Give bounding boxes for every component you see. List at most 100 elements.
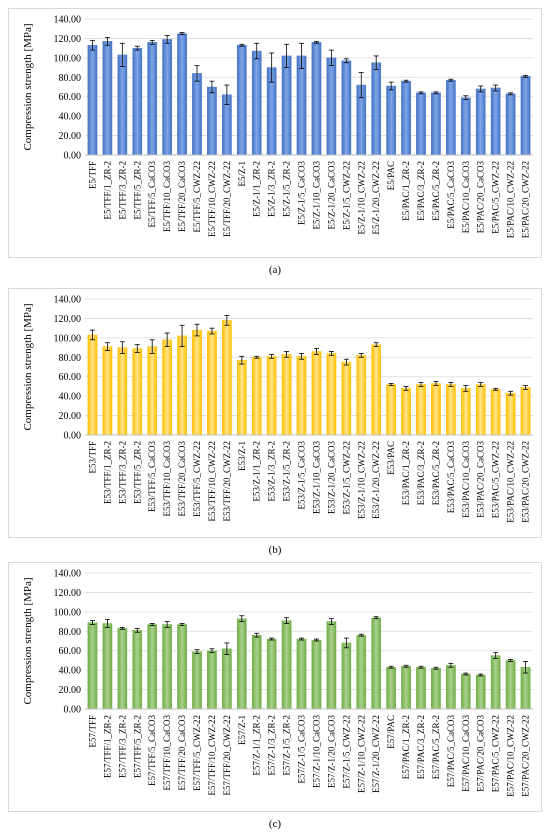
bar-a-0: [87, 45, 98, 156]
y-tick-label: 60.00: [59, 92, 82, 103]
error-bar-b-9: [224, 315, 230, 326]
x-tick-label: E5/Z-1/5_CaCO3: [297, 161, 307, 225]
error-bar-b-4: [149, 339, 155, 354]
x-tick-label: E5/TFF/20_CWZ-22: [222, 161, 232, 237]
error-bar-b-12: [269, 353, 275, 359]
x-tick-label: E53/TFF/5_CWZ-22: [192, 441, 202, 517]
error-bar-a-6: [179, 32, 185, 35]
x-tick-label: E5/Z-1/20_CaCO3: [326, 161, 336, 230]
bar-c-28: [505, 660, 516, 710]
y-tick-label: 40.00: [59, 112, 82, 123]
x-tick-label: E57/Z-1/1_ZR-2: [252, 715, 262, 776]
x-tick-label: E57/TFF/20_CWZ-22: [222, 715, 232, 796]
x-tick-label: E57/TFF/1_ZR-2: [102, 715, 112, 778]
bar-c-3: [132, 630, 143, 710]
x-tick-label: E5/Z-1/10_CWZ-22: [356, 161, 366, 235]
x-tick-label: E5/PAC/3_ZR-2: [416, 161, 426, 221]
error-bar-c-6: [179, 623, 185, 626]
y-tick-label: 60.00: [59, 372, 82, 383]
error-bar-c-5: [164, 621, 170, 628]
x-tick-label: E53/TFF/10_CaCO3: [162, 441, 172, 517]
y-tick-label: 40.00: [59, 392, 82, 403]
error-bar-c-27: [493, 652, 499, 659]
bar-a-7: [192, 73, 202, 156]
x-tick-label: E53/Z-1/20_CWZ-22: [371, 441, 381, 519]
y-tick-label: 80.00: [59, 627, 82, 638]
x-tick-label: E53/TFF/5_ZR-2: [132, 441, 142, 504]
error-bar-c-0: [89, 620, 95, 625]
x-tick-label: E5/PAC/20_CaCO3: [476, 161, 486, 234]
caption-c: (c): [268, 818, 282, 830]
y-tick-label: 80.00: [59, 73, 82, 84]
bar-c-15: [311, 639, 322, 710]
error-bar-b-19: [373, 342, 379, 347]
error-bar-b-8: [209, 327, 215, 335]
error-bar-c-23: [433, 666, 439, 670]
x-tick-label: E5/TFF/10_CaCO3: [162, 161, 172, 233]
bar-a-2: [117, 54, 128, 156]
x-tick-label: E53/TFF/3_ZR-2: [117, 441, 127, 504]
bar-c-13: [281, 620, 292, 710]
bar-a-13: [281, 55, 292, 156]
x-tick-label: E5/PAC/20_CWZ-22: [521, 161, 531, 238]
error-bar-c-11: [254, 632, 260, 638]
error-bar-a-24: [448, 78, 454, 82]
error-bar-b-16: [328, 351, 334, 356]
x-tick-label: E53/PAC: [386, 441, 396, 475]
x-tick-label: E5/PAC/5_ZR-2: [431, 161, 441, 221]
bar-c-29: [520, 667, 531, 710]
bar-a-16: [326, 57, 337, 156]
bar-b-23: [431, 383, 441, 436]
error-bar-b-29: [523, 385, 529, 390]
error-bar-a-11: [254, 42, 260, 60]
bar-a-5: [162, 39, 172, 156]
x-tick-label: E5/Z-1/1_ZR-2: [252, 161, 262, 217]
bar-c-14: [296, 638, 307, 710]
error-bar-b-1: [104, 342, 110, 351]
bar-a-23: [431, 92, 441, 156]
bar-b-1: [102, 346, 113, 436]
error-bar-a-0: [89, 39, 95, 51]
error-bar-a-23: [433, 91, 439, 95]
x-tick-label: E5/TFF/5_CaCO3: [147, 161, 157, 228]
x-tick-label: E5/Z-1/5_CWZ-22: [341, 161, 351, 230]
bar-c-22: [416, 667, 426, 710]
x-tick-label: E5/Z-1/5_ZR-2: [282, 161, 292, 217]
error-bar-b-26: [478, 382, 484, 387]
error-bar-c-25: [463, 672, 469, 676]
x-tick-label: E57/PAC: [386, 715, 396, 749]
bar-b-12: [266, 356, 277, 436]
error-bar-a-3: [134, 45, 140, 51]
chart-a-svg: 0.00 20.00 40.00 60.00 80.00 100.00 120.00 140.…: [22, 15, 533, 238]
x-tick-label: E53/Z-1/5_ZR-2: [282, 441, 292, 502]
x-tick-label: E53/TFF/5_CaCO3: [147, 441, 157, 513]
error-bar-a-12: [269, 52, 275, 83]
error-bar-a-13: [284, 43, 290, 68]
error-bar-a-8: [209, 80, 215, 94]
bar-c-20: [386, 667, 396, 710]
y-tick-label: 120.00: [54, 314, 82, 325]
bar-c-12: [266, 638, 277, 710]
x-tick-label: E53/Z-1: [237, 441, 247, 471]
y-tick-label: 100.00: [54, 607, 82, 618]
bar-a-10: [236, 45, 247, 156]
bar-a-17: [341, 60, 352, 156]
x-tick-label: E5/TFF/20_CaCO3: [177, 161, 187, 233]
y-tick-label: 140.00: [54, 569, 82, 580]
error-bar-b-3: [134, 344, 140, 353]
bar-b-5: [162, 339, 172, 436]
y-tick-label: 0.00: [64, 705, 82, 716]
x-tick-label: E53/TFF/20_CWZ-22: [222, 441, 232, 522]
error-bar-a-18: [358, 72, 364, 99]
x-tick-label: E53/Z-1/3_ZR-2: [267, 441, 277, 502]
x-tick-label: E5/PAC/5_CaCO3: [446, 161, 456, 229]
x-tick-label: E57/PAC/5_CaCO3: [446, 715, 456, 788]
bar-c-24: [446, 665, 456, 710]
x-tick-label: E53/Z-1/5_CaCO3: [297, 441, 307, 510]
x-tick-label: E5/PAC: [386, 161, 396, 190]
error-bar-b-17: [343, 358, 349, 366]
bar-c-6: [177, 624, 187, 710]
bar-c-26: [475, 674, 486, 710]
bar-a-1: [102, 41, 113, 156]
y-tick-label: 0.00: [64, 151, 82, 162]
